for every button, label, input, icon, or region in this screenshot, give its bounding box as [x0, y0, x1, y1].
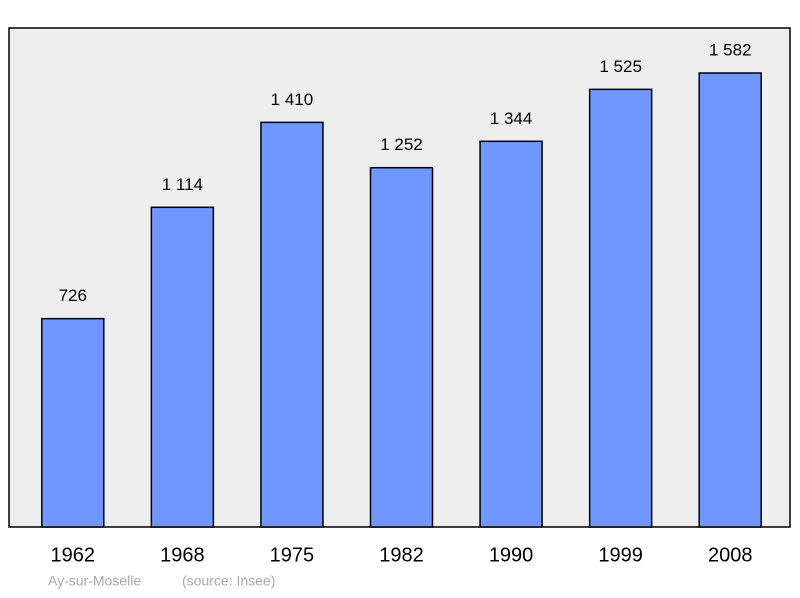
bar	[41, 317, 105, 528]
value-label: 1 252	[380, 135, 423, 154]
x-tick-label: 1999	[598, 544, 643, 566]
x-tick-label: 1975	[270, 544, 315, 566]
value-label: 1 344	[490, 109, 533, 128]
chart-source: (source: Insee)	[182, 573, 275, 589]
chart-caption: Ay-sur-Moselle	[48, 573, 141, 589]
bar	[369, 166, 434, 528]
value-label: 1 114	[162, 175, 203, 194]
bar	[260, 121, 324, 528]
bar	[479, 140, 543, 528]
value-label: 1 410	[271, 90, 314, 109]
bar	[698, 72, 762, 528]
x-tick-label: 1962	[51, 544, 96, 566]
value-label: 726	[59, 286, 87, 305]
bar	[150, 206, 215, 528]
bar	[588, 88, 653, 528]
x-tick-label: 1990	[489, 544, 534, 566]
x-tick-label: 1982	[379, 544, 424, 566]
x-tick-label: 2008	[708, 544, 753, 566]
value-label: 1 582	[709, 40, 752, 59]
x-tick-label: 1968	[160, 544, 205, 566]
value-label: 1 525	[599, 57, 642, 76]
